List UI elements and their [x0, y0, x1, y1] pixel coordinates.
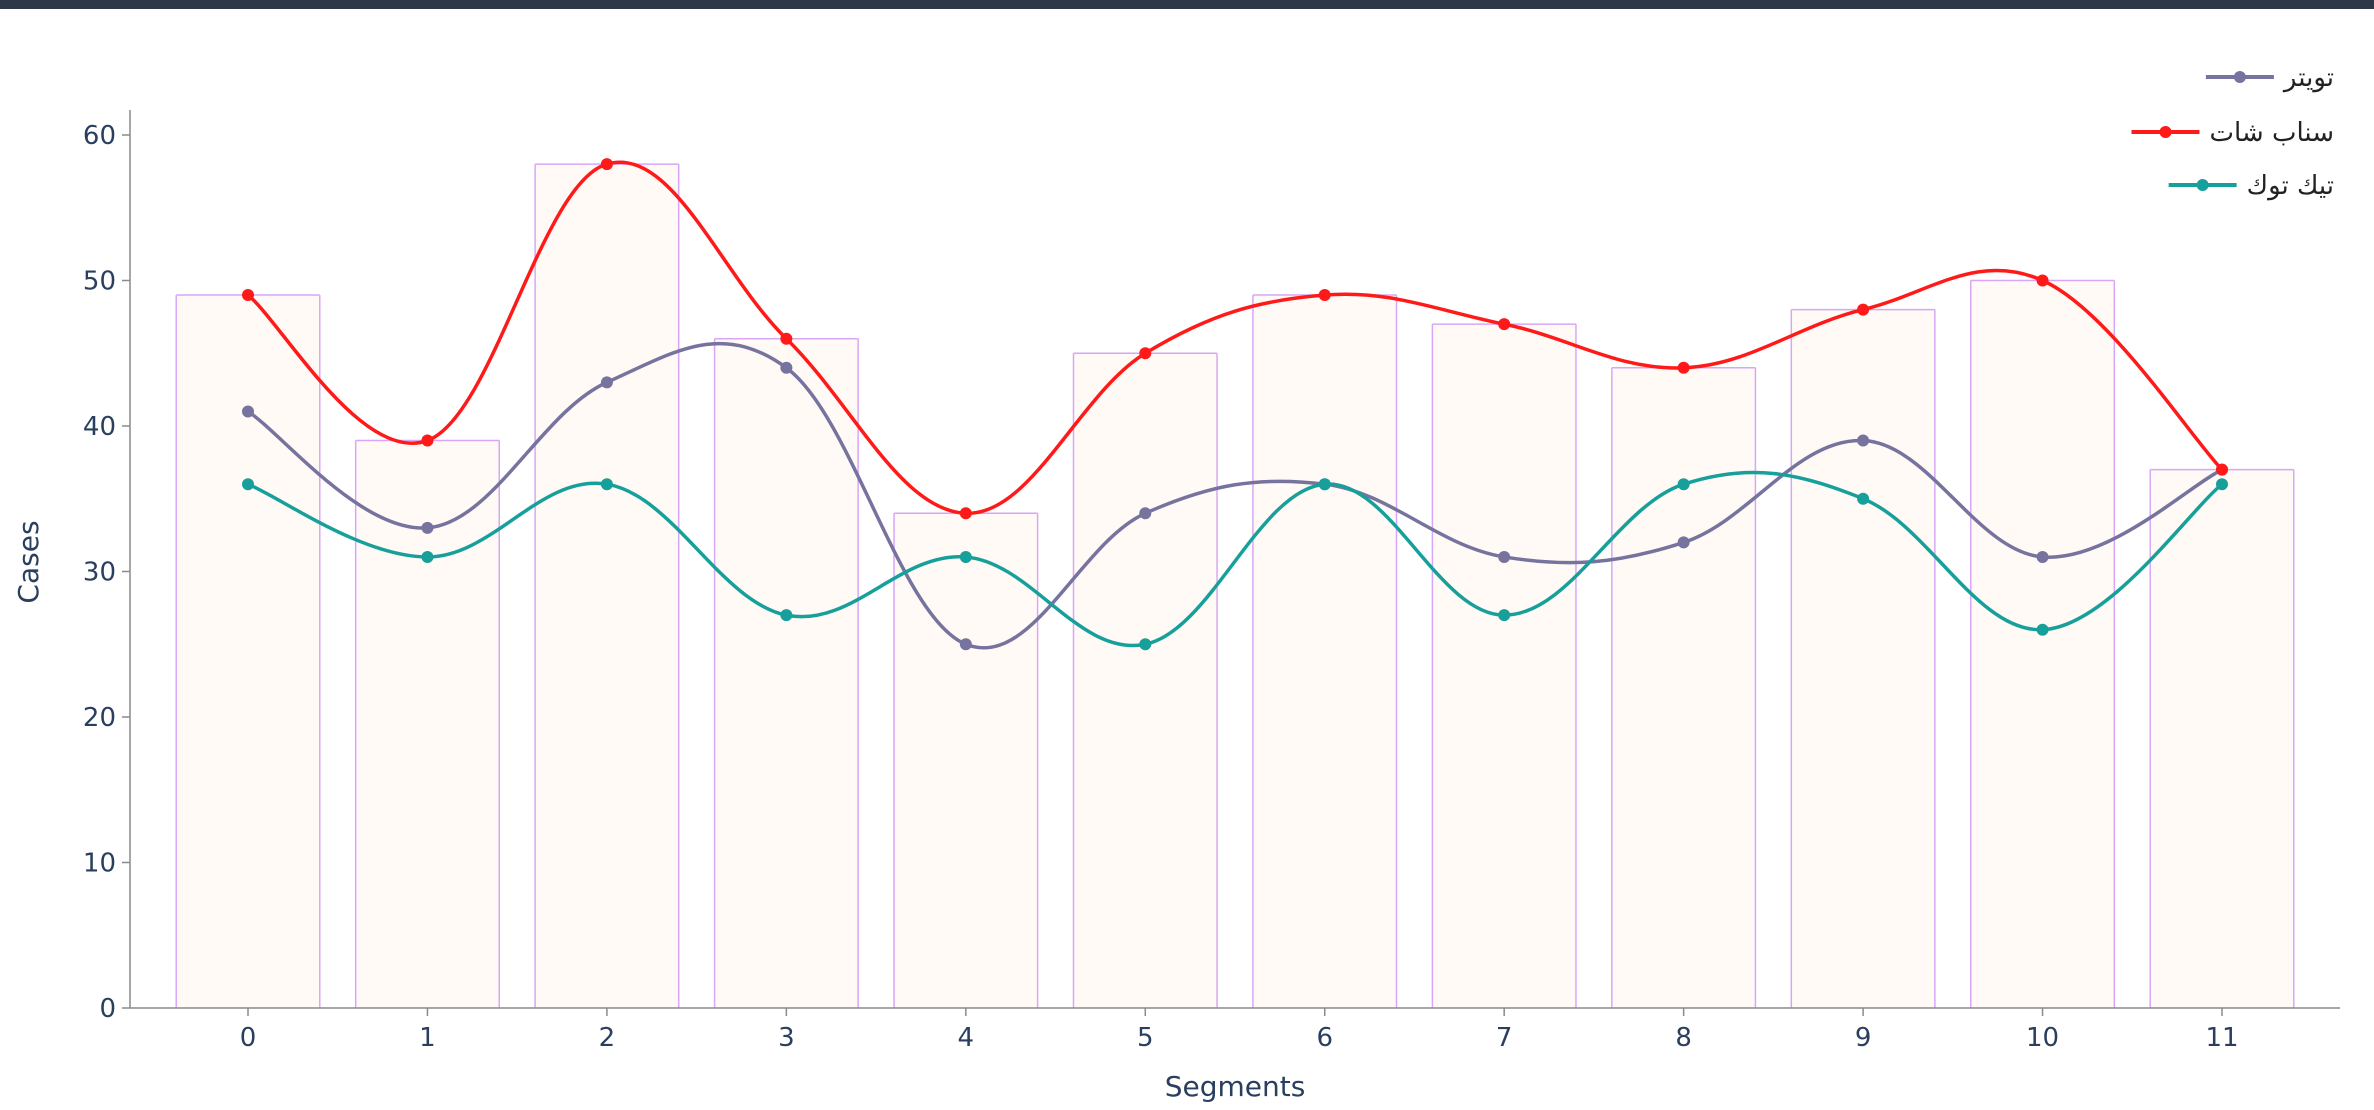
bar-5: [1072, 352, 1218, 1008]
y-tick-label: 40: [83, 412, 116, 442]
data-point[interactable]: [1318, 478, 1331, 491]
data-point[interactable]: [1139, 507, 1152, 520]
bar-1: [354, 439, 500, 1008]
x-tick-label: 1: [419, 1023, 436, 1053]
bar-fill: [535, 164, 679, 1009]
y-axis-title: Cases: [12, 520, 45, 603]
lines-layer: [242, 158, 2228, 651]
legend-label: تيك توك: [2247, 171, 2334, 201]
data-point[interactable]: [1318, 289, 1331, 302]
bar-11: [2149, 468, 2295, 1008]
x-tick-label: 2: [599, 1023, 616, 1053]
series-1: [242, 158, 2228, 520]
x-tick-label: 10: [2026, 1023, 2059, 1053]
data-point[interactable]: [421, 550, 434, 563]
data-point[interactable]: [1677, 536, 1690, 549]
x-tick-label: 9: [1855, 1023, 1872, 1053]
bar-0: [175, 294, 321, 1008]
data-point[interactable]: [780, 361, 793, 374]
bar-fill: [176, 295, 320, 1008]
legend-item-0[interactable]: تويتر: [2205, 63, 2334, 93]
legend-swatch-marker: [2196, 179, 2209, 191]
bar-fill: [1252, 295, 1397, 1008]
x-tick-label: 11: [2205, 1023, 2238, 1053]
data-point[interactable]: [2216, 478, 2228, 491]
data-point[interactable]: [2036, 274, 2049, 287]
y-tick-label: 20: [83, 703, 116, 733]
legend-item-1[interactable]: سناب شات: [2131, 118, 2334, 148]
bars-layer: [175, 163, 2295, 1009]
x-axis-title: Segments: [1165, 1070, 1306, 1103]
data-point[interactable]: [421, 434, 434, 447]
data-point[interactable]: [1498, 550, 1511, 563]
bar-fill: [2150, 469, 2294, 1008]
bar-fill: [1611, 367, 1756, 1008]
data-point[interactable]: [1857, 303, 1870, 316]
bar-fill: [1073, 353, 1218, 1008]
data-point[interactable]: [1498, 609, 1511, 622]
data-point[interactable]: [242, 289, 254, 302]
bar-fill: [355, 440, 500, 1008]
bar-fill: [1970, 280, 2115, 1008]
x-tick-label: 4: [958, 1023, 975, 1053]
data-point[interactable]: [242, 405, 254, 418]
data-point[interactable]: [780, 609, 793, 622]
data-point[interactable]: [1139, 347, 1152, 360]
data-point[interactable]: [1498, 318, 1511, 331]
x-tick-label: 8: [1675, 1023, 1692, 1053]
series-2: [242, 470, 2228, 651]
data-point[interactable]: [959, 638, 972, 651]
axes-layer: 0 10 20 30 40 50 60 0 1 2 3 4 5 6 7 8 9 10 11: [83, 110, 2340, 1053]
series-0: [242, 341, 2228, 651]
bar-2: [534, 163, 680, 1009]
bar-10: [1970, 279, 2116, 1008]
data-point[interactable]: [1139, 638, 1152, 651]
series-line: [247, 341, 2223, 650]
y-tick-label: 0: [99, 994, 116, 1024]
y-tick-label: 50: [83, 267, 116, 297]
x-tick-label: 0: [240, 1023, 257, 1053]
data-point[interactable]: [600, 478, 613, 491]
bar-6: [1252, 294, 1398, 1008]
x-tick-label: 5: [1137, 1023, 1154, 1053]
legend-label: تويتر: [2282, 63, 2334, 93]
bar-fill: [1432, 324, 1576, 1008]
x-tick-label: 6: [1316, 1023, 1333, 1053]
bar-fill: [1791, 309, 1935, 1009]
bar-9: [1790, 308, 1936, 1009]
y-tick-label: 10: [83, 849, 116, 879]
legend-swatch-marker: [2233, 71, 2246, 83]
legend[interactable]: تويتر سناب شات تيك توك: [2131, 63, 2334, 201]
data-point[interactable]: [959, 507, 972, 520]
data-point[interactable]: [600, 376, 613, 389]
data-point[interactable]: [1677, 478, 1690, 491]
legend-swatch-marker: [2159, 126, 2172, 138]
series-line: [247, 470, 2224, 648]
data-point[interactable]: [1677, 361, 1690, 374]
data-point[interactable]: [1857, 434, 1870, 447]
data-point[interactable]: [1857, 492, 1870, 505]
data-point[interactable]: [2216, 463, 2228, 476]
data-point[interactable]: [780, 332, 793, 345]
bar-7: [1431, 323, 1577, 1008]
data-point[interactable]: [600, 158, 613, 171]
y-tick-label: 60: [83, 121, 116, 151]
data-point[interactable]: [242, 478, 254, 491]
y-tick-label: 30: [83, 558, 116, 588]
legend-label: سناب شات: [2210, 118, 2334, 148]
data-point[interactable]: [421, 521, 434, 534]
data-point[interactable]: [2036, 623, 2049, 636]
data-point[interactable]: [959, 550, 972, 563]
bar-3: [713, 337, 859, 1008]
top-bar: [0, 0, 2374, 9]
x-tick-label: 3: [778, 1023, 795, 1053]
legend-item-2[interactable]: تيك توك: [2168, 171, 2334, 201]
data-point[interactable]: [2036, 550, 2049, 563]
bar-8: [1611, 367, 1757, 1008]
x-tick-label: 7: [1496, 1023, 1513, 1053]
bar-fill: [714, 338, 859, 1008]
